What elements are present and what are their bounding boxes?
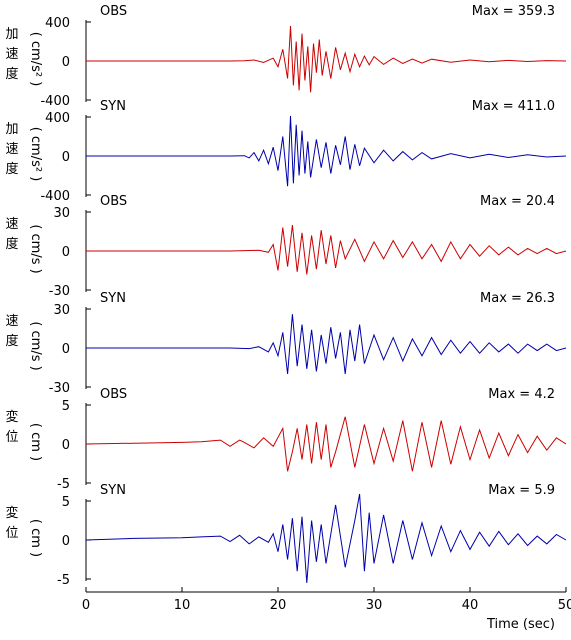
- y-label-char: 速: [5, 142, 18, 157]
- trace-label: SYN: [100, 99, 126, 114]
- y-label-unit: ( cm ): [28, 423, 43, 461]
- y-tick-label: -5: [57, 477, 70, 492]
- y-label-unit: ( cm/s ): [28, 321, 43, 370]
- y-tick-label: 0: [62, 245, 70, 260]
- y-label-unit: ( cm ): [28, 519, 43, 557]
- max-value-label: Max = 4.2: [488, 387, 555, 402]
- x-tick-label: 0: [82, 598, 90, 613]
- max-value-label: Max = 411.0: [472, 99, 555, 114]
- x-axis-title: Time (sec): [486, 617, 555, 632]
- max-value-label: Max = 20.4: [480, 194, 555, 209]
- max-value-label: Max = 26.3: [480, 291, 555, 306]
- y-label-char: 度: [5, 236, 18, 252]
- y-label-char: 度: [5, 161, 18, 177]
- y-label-unit: ( cm/s² ): [28, 127, 43, 182]
- x-tick-label: 50: [558, 598, 571, 613]
- x-tick-label: 30: [366, 598, 383, 613]
- trace-label: SYN: [100, 483, 126, 498]
- y-tick-label: -400: [40, 189, 70, 204]
- y-label-char: 位: [5, 526, 18, 541]
- y-tick-label: 400: [45, 111, 70, 126]
- y-tick-label: 0: [62, 150, 70, 165]
- y-label-char: 位: [5, 430, 18, 445]
- y-tick-label: 5: [62, 399, 70, 414]
- y-label-unit: ( cm/s ): [28, 224, 43, 273]
- y-label-char: 速: [5, 47, 18, 62]
- max-value-label: Max = 5.9: [488, 483, 555, 498]
- waveform-trace: [86, 115, 567, 187]
- y-label-char: 加: [5, 122, 18, 137]
- y-tick-label: -30: [49, 381, 70, 396]
- y-tick-label: 400: [45, 16, 70, 31]
- y-axis-label: 加速度 ( cm/s² ): [5, 27, 43, 86]
- y-tick-label: -5: [57, 573, 70, 588]
- y-axis-label: 加速度 ( cm/s² ): [5, 122, 43, 181]
- y-tick-label: 0: [62, 438, 70, 453]
- y-tick-label: 0: [62, 342, 70, 357]
- y-label-char: 変: [5, 409, 18, 425]
- panel-1: 400 0 -400 加速度 ( cm/s² ) OBS Max = 359.3: [5, 4, 567, 109]
- y-tick-label: 0: [62, 534, 70, 549]
- y-tick-label: 0: [62, 55, 70, 70]
- y-tick-label: 5: [62, 495, 70, 510]
- x-tick-label: 40: [462, 598, 479, 613]
- y-tick-label: -30: [49, 284, 70, 299]
- waveform-trace: [85, 416, 567, 472]
- y-tick-label: 30: [53, 303, 70, 318]
- y-label-char: 度: [5, 66, 18, 82]
- trace-label: OBS: [100, 194, 127, 209]
- trace-label: OBS: [100, 4, 127, 19]
- y-label-char: 速: [5, 314, 18, 329]
- panel-3: 30 0 -30 速度 ( cm/s ) OBS Max = 20.4: [5, 194, 567, 299]
- max-value-label: Max = 359.3: [472, 4, 555, 19]
- y-tick-label: 30: [53, 206, 70, 221]
- trace-label: SYN: [100, 291, 126, 306]
- y-axis-label: 変位 ( cm ): [5, 409, 43, 461]
- panel-4: 30 0 -30 速度 ( cm/s ) SYN Max = 26.3: [5, 291, 567, 396]
- panel-2: 400 0 -400 加速度 ( cm/s² ) SYN Max = 411.0: [5, 99, 567, 204]
- y-label-char: 速: [5, 217, 18, 232]
- y-label-char: 加: [5, 27, 18, 42]
- panel-6: 5 0 -5 変位 ( cm ) SYN Max = 5.9: [5, 483, 567, 588]
- y-label-char: 度: [5, 333, 18, 349]
- waveform-trace: [86, 25, 567, 93]
- y-axis-label: 速度 ( cm/s ): [5, 314, 43, 371]
- y-axis-label: 速度 ( cm/s ): [5, 217, 43, 274]
- y-axis-label: 変位 ( cm ): [5, 505, 43, 557]
- waveform-trace: [85, 493, 567, 583]
- waveform-trace: [86, 314, 567, 375]
- waveform-trace: [86, 224, 567, 275]
- y-tick-label: -400: [40, 94, 70, 109]
- x-tick-label: 10: [174, 598, 191, 613]
- x-tick-label: 20: [270, 598, 287, 613]
- trace-label: OBS: [100, 387, 127, 402]
- panel-5: 5 0 -5 変位 ( cm ) OBS Max = 4.2: [5, 387, 567, 492]
- y-label-char: 変: [5, 505, 18, 521]
- y-label-unit: ( cm/s² ): [28, 32, 43, 87]
